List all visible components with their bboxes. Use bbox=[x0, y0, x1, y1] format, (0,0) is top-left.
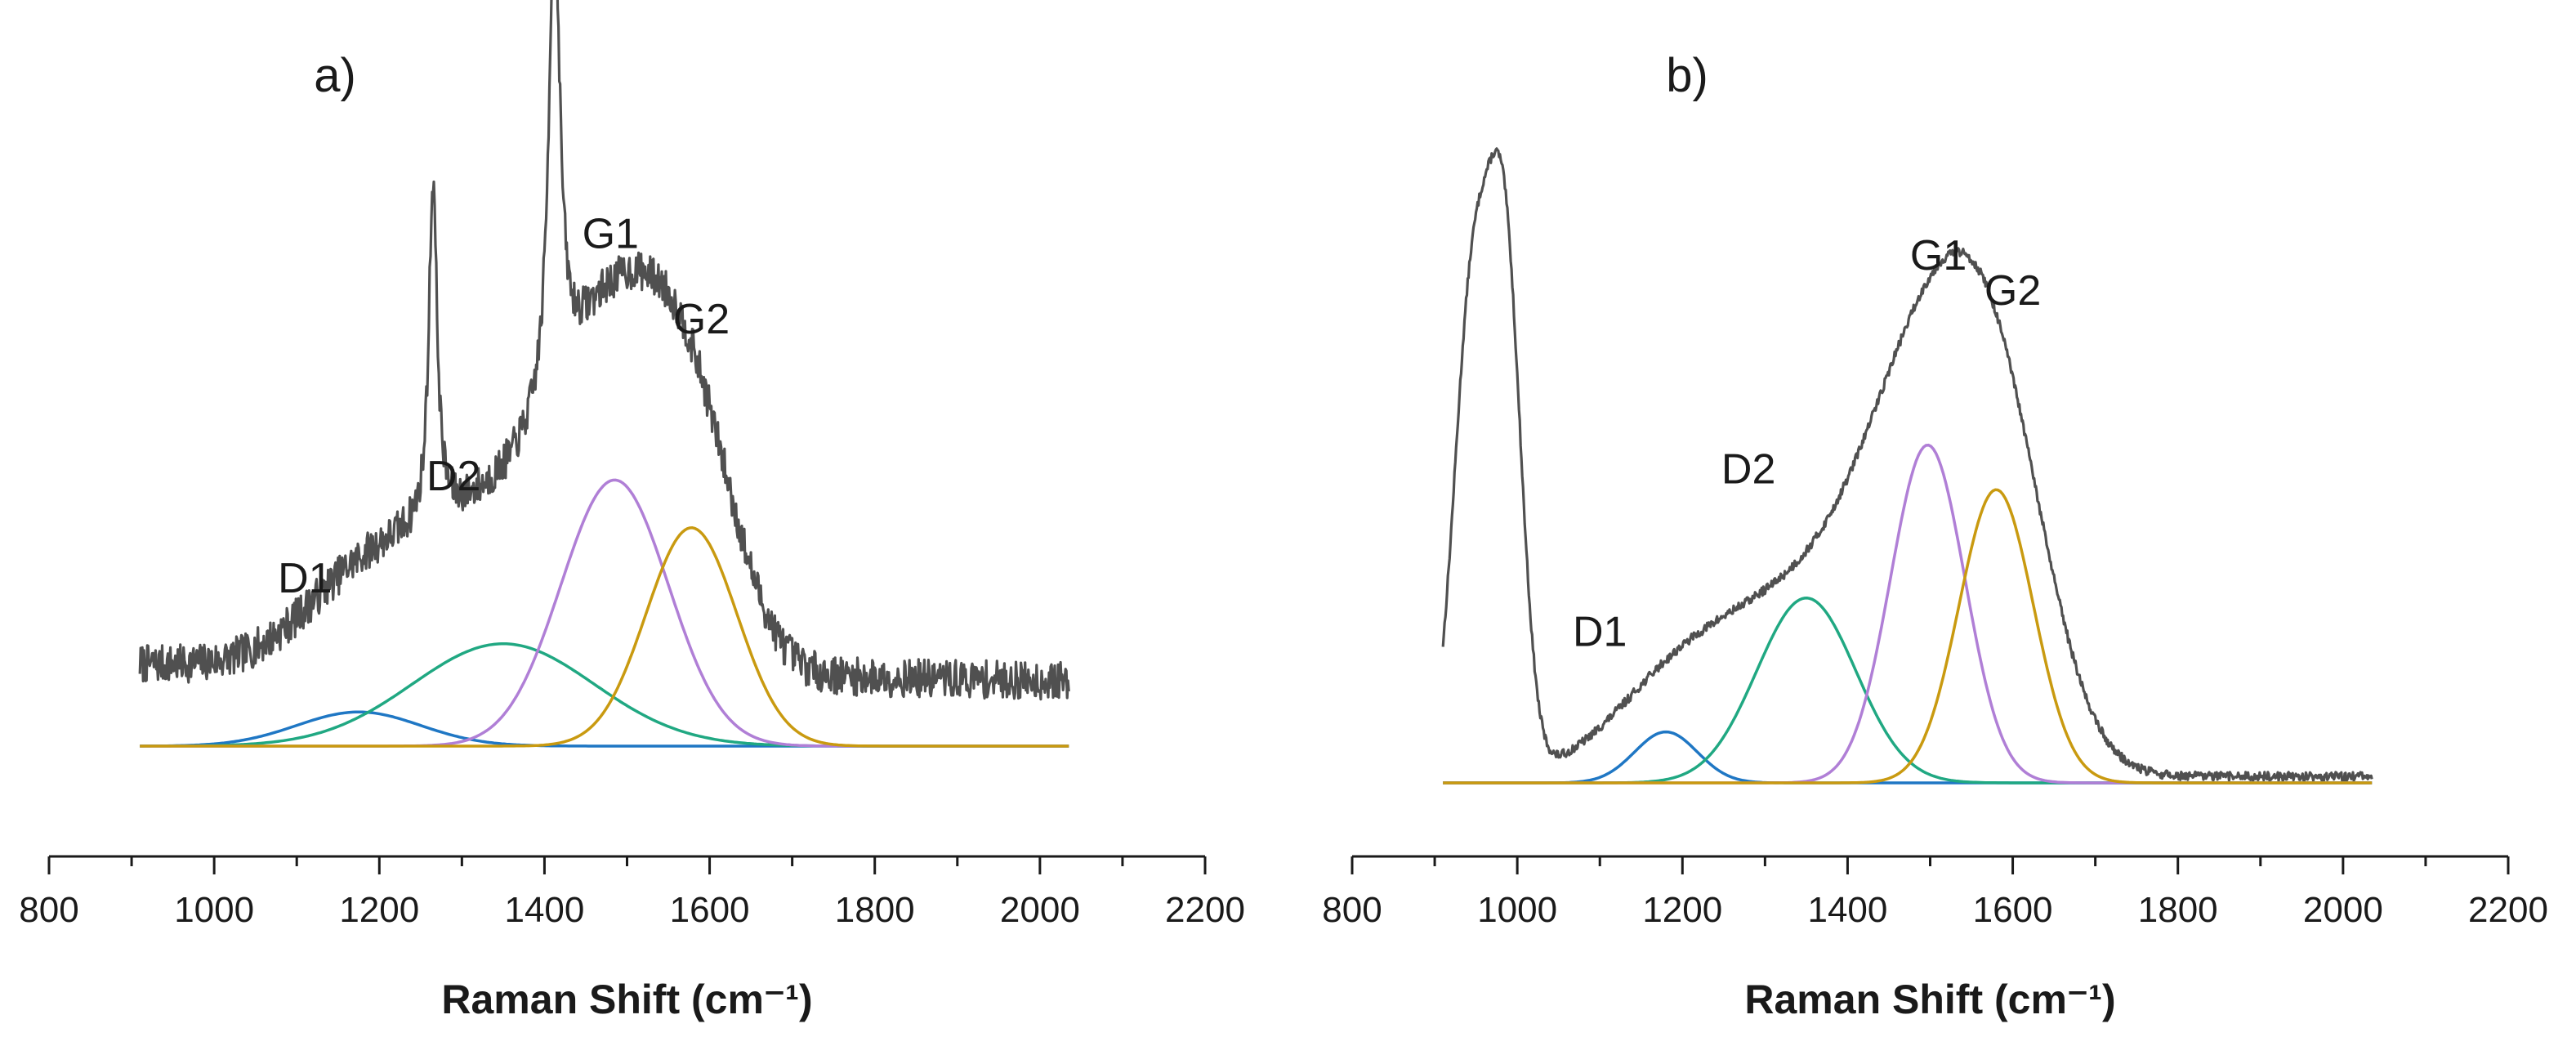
x-tick-label: 1600 bbox=[1973, 890, 2053, 930]
x-tick-label: 800 bbox=[1322, 890, 1382, 930]
x-tick-label: 1400 bbox=[1807, 890, 1887, 930]
peak-label-d2: D2 bbox=[426, 453, 480, 500]
peak-label-g1: G1 bbox=[583, 210, 639, 257]
x-tick-label: 2200 bbox=[1165, 890, 1245, 930]
x-axis-title: Raman Shift (cm⁻¹) bbox=[441, 977, 812, 1022]
x-tick-label: 2000 bbox=[1000, 890, 1080, 930]
peak-label-d2: D2 bbox=[1721, 445, 1775, 493]
measured-spectrum-line bbox=[1441, 147, 2373, 783]
x-axis-title: Raman Shift (cm⁻¹) bbox=[1744, 977, 2115, 1022]
x-tick-label: 1000 bbox=[174, 890, 254, 930]
x-tick-label: 1000 bbox=[1477, 890, 1557, 930]
x-tick-label: 1200 bbox=[1642, 890, 1722, 930]
measured-spectrum-line bbox=[138, 0, 1070, 701]
peak-label-g2: G2 bbox=[1984, 267, 2041, 315]
panel-a-chart: 800 1000 1200 1400 1600 1800 2000 2200 Raman Shi… bbox=[19, 0, 1245, 1022]
fit-curve-g2 bbox=[1443, 488, 2373, 785]
x-tick-label: 800 bbox=[19, 890, 78, 930]
x-tick-label: 2000 bbox=[2303, 890, 2383, 930]
fit-curve-g2 bbox=[140, 526, 1069, 748]
x-tick-label: 1600 bbox=[670, 890, 750, 930]
peak-label-d1: D1 bbox=[278, 555, 332, 602]
panel-b-chart: 800 1000 1200 1400 1600 1800 2000 2200 Raman Shi… bbox=[1322, 49, 2548, 1022]
panel-label: a) bbox=[314, 49, 356, 102]
x-tick-label: 2200 bbox=[2468, 890, 2548, 930]
peak-label-g1: G1 bbox=[1910, 232, 1967, 279]
peak-label-d1: D1 bbox=[1573, 608, 1627, 655]
x-tick-label: 1800 bbox=[835, 890, 915, 930]
x-tick-label: 1800 bbox=[2138, 890, 2218, 930]
x-tick-label: 1400 bbox=[504, 890, 584, 930]
peak-label-g2: G2 bbox=[673, 296, 730, 343]
panel-label: b) bbox=[1666, 49, 1708, 102]
x-tick-label: 1200 bbox=[339, 890, 419, 930]
